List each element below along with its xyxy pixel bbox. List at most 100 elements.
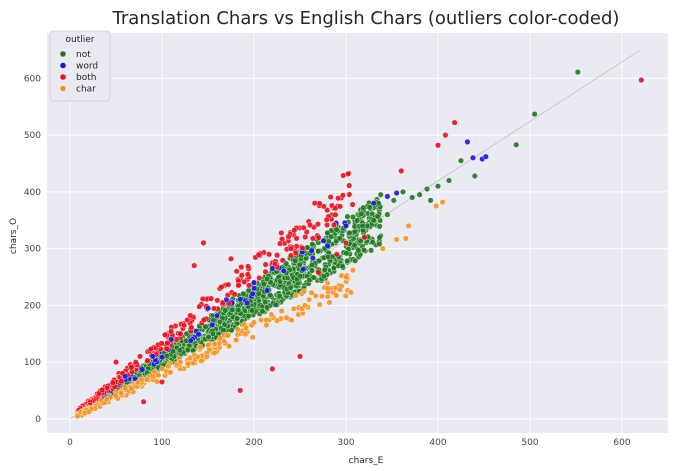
point-both [128, 364, 135, 371]
point-word [470, 154, 477, 161]
point-char [155, 372, 162, 379]
point-not [352, 257, 359, 264]
point-not [216, 319, 223, 326]
point-word [343, 222, 350, 229]
chart-title: Translation Chars vs English Chars (outl… [112, 8, 620, 29]
legend-label-word: word [76, 62, 98, 72]
point-both [238, 272, 245, 279]
point-char [306, 296, 313, 303]
point-char [343, 274, 350, 281]
point-char [233, 337, 240, 344]
point-not [176, 347, 183, 354]
point-not [262, 299, 269, 306]
legend-marker-word [59, 62, 67, 69]
point-not [308, 267, 315, 274]
point-word [223, 296, 230, 303]
point-both [323, 216, 330, 223]
point-word [213, 312, 220, 319]
point-not [202, 323, 209, 330]
point-word [464, 138, 471, 145]
point-both [451, 119, 458, 126]
point-both [112, 359, 119, 366]
x-tick-label: 0 [67, 438, 73, 448]
point-both [214, 297, 221, 304]
point-not [272, 301, 279, 308]
point-not [409, 194, 416, 201]
point-char [187, 354, 194, 361]
point-not [296, 261, 303, 268]
point-word [250, 279, 257, 286]
point-both [307, 222, 314, 229]
point-not [324, 229, 331, 236]
point-both [327, 193, 334, 200]
point-char [349, 267, 356, 274]
x-tick-label: 200 [245, 438, 262, 448]
x-tick-label: 300 [337, 438, 354, 448]
point-word [195, 331, 202, 338]
point-char [333, 292, 340, 299]
point-not [513, 141, 520, 148]
point-char [324, 280, 331, 287]
point-char [122, 384, 129, 391]
point-not [531, 111, 538, 118]
point-char [342, 292, 349, 299]
point-char [347, 289, 354, 296]
point-both [237, 387, 244, 394]
y-axis-ticks: 0 100 200 300 400 500 600 [24, 74, 41, 424]
point-both [256, 275, 263, 282]
point-char [153, 378, 160, 385]
point-word [187, 337, 194, 344]
x-axis-label: chars_E [349, 456, 384, 466]
point-both [311, 200, 318, 207]
point-both [349, 201, 356, 208]
point-not [370, 217, 377, 224]
point-not [376, 223, 383, 230]
point-word [204, 305, 211, 312]
point-not [375, 200, 382, 207]
point-char [308, 289, 315, 296]
point-not [400, 188, 407, 195]
point-not [458, 157, 465, 164]
point-word [249, 290, 256, 297]
y-tick-label: 600 [24, 74, 41, 84]
point-both [238, 264, 245, 271]
point-both [200, 317, 207, 324]
point-both [346, 191, 353, 198]
point-char [203, 353, 210, 360]
point-word [393, 189, 400, 196]
point-not [259, 308, 266, 315]
point-both [245, 263, 252, 270]
point-not [309, 261, 316, 268]
point-both [435, 142, 442, 149]
point-both [293, 235, 300, 242]
point-char [165, 363, 172, 370]
point-word [244, 300, 251, 307]
point-not [358, 210, 365, 217]
point-both [297, 353, 304, 360]
point-both [345, 170, 352, 177]
point-both [140, 398, 147, 405]
point-char [216, 340, 223, 347]
point-not [205, 334, 212, 341]
point-not [357, 237, 364, 244]
point-both [208, 295, 215, 302]
point-not [228, 327, 235, 334]
point-char [402, 235, 409, 242]
point-both [300, 224, 307, 231]
point-char [268, 311, 275, 318]
point-not [424, 185, 431, 192]
y-tick-label: 0 [35, 415, 41, 425]
point-both [168, 328, 175, 335]
data-points [74, 69, 645, 420]
x-tick-label: 400 [429, 438, 446, 448]
point-both [287, 245, 294, 252]
point-word [237, 296, 244, 303]
point-both [132, 359, 139, 366]
point-both [335, 195, 342, 202]
point-both [180, 322, 187, 329]
point-char [149, 373, 156, 380]
point-both [302, 233, 309, 240]
point-not [248, 307, 255, 314]
point-not [267, 292, 274, 299]
legend-label-both: both [76, 73, 96, 83]
